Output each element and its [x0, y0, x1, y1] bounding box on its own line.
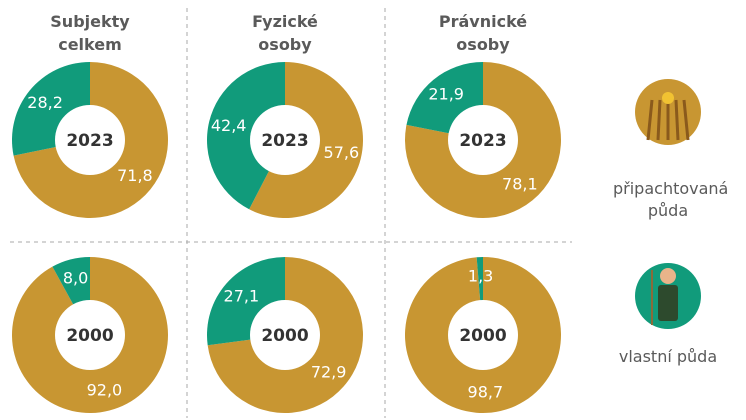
data-label: 8,0: [63, 268, 88, 287]
icon-detail: [662, 92, 674, 104]
icon-detail: [658, 285, 678, 321]
center-label: 2023: [66, 131, 113, 151]
icon-detail: [656, 99, 662, 141]
data-label: 78,1: [502, 174, 538, 193]
legend-label: vlastní půda: [618, 347, 718, 366]
legend-label: připachtovaná půda: [613, 179, 729, 220]
center-label: 2023: [459, 131, 506, 151]
donut-hole: [250, 105, 320, 175]
donut-hole: [448, 300, 518, 370]
data-label: 1,3: [468, 267, 493, 286]
data-label: 92,0: [87, 381, 123, 400]
donut-hole: [55, 105, 125, 175]
center-label: 2000: [66, 326, 113, 346]
donut-hole: [55, 300, 125, 370]
data-label: 28,2: [27, 93, 63, 112]
data-label: 21,9: [428, 85, 464, 104]
data-label: 72,9: [311, 363, 347, 382]
data-label: 71,8: [117, 166, 153, 185]
icon-detail: [646, 99, 654, 141]
data-label: 98,7: [468, 382, 504, 401]
column-title: Subjekty celkem: [50, 12, 130, 54]
column-title: Fyzické osoby: [252, 12, 318, 54]
donut-segment: [207, 62, 285, 210]
center-label: 2000: [261, 326, 308, 346]
icon-detail: [682, 99, 690, 141]
donut-hole: [448, 105, 518, 175]
center-label: 2000: [459, 326, 506, 346]
donut-hole: [250, 300, 320, 370]
column-title: Právnické osoby: [438, 12, 528, 54]
center-label: 2023: [261, 131, 308, 151]
data-label: 42,4: [211, 116, 247, 135]
icon-detail: [660, 268, 676, 284]
data-label: 27,1: [224, 286, 260, 305]
data-label: 57,6: [324, 143, 360, 162]
icon-detail: [674, 99, 680, 141]
